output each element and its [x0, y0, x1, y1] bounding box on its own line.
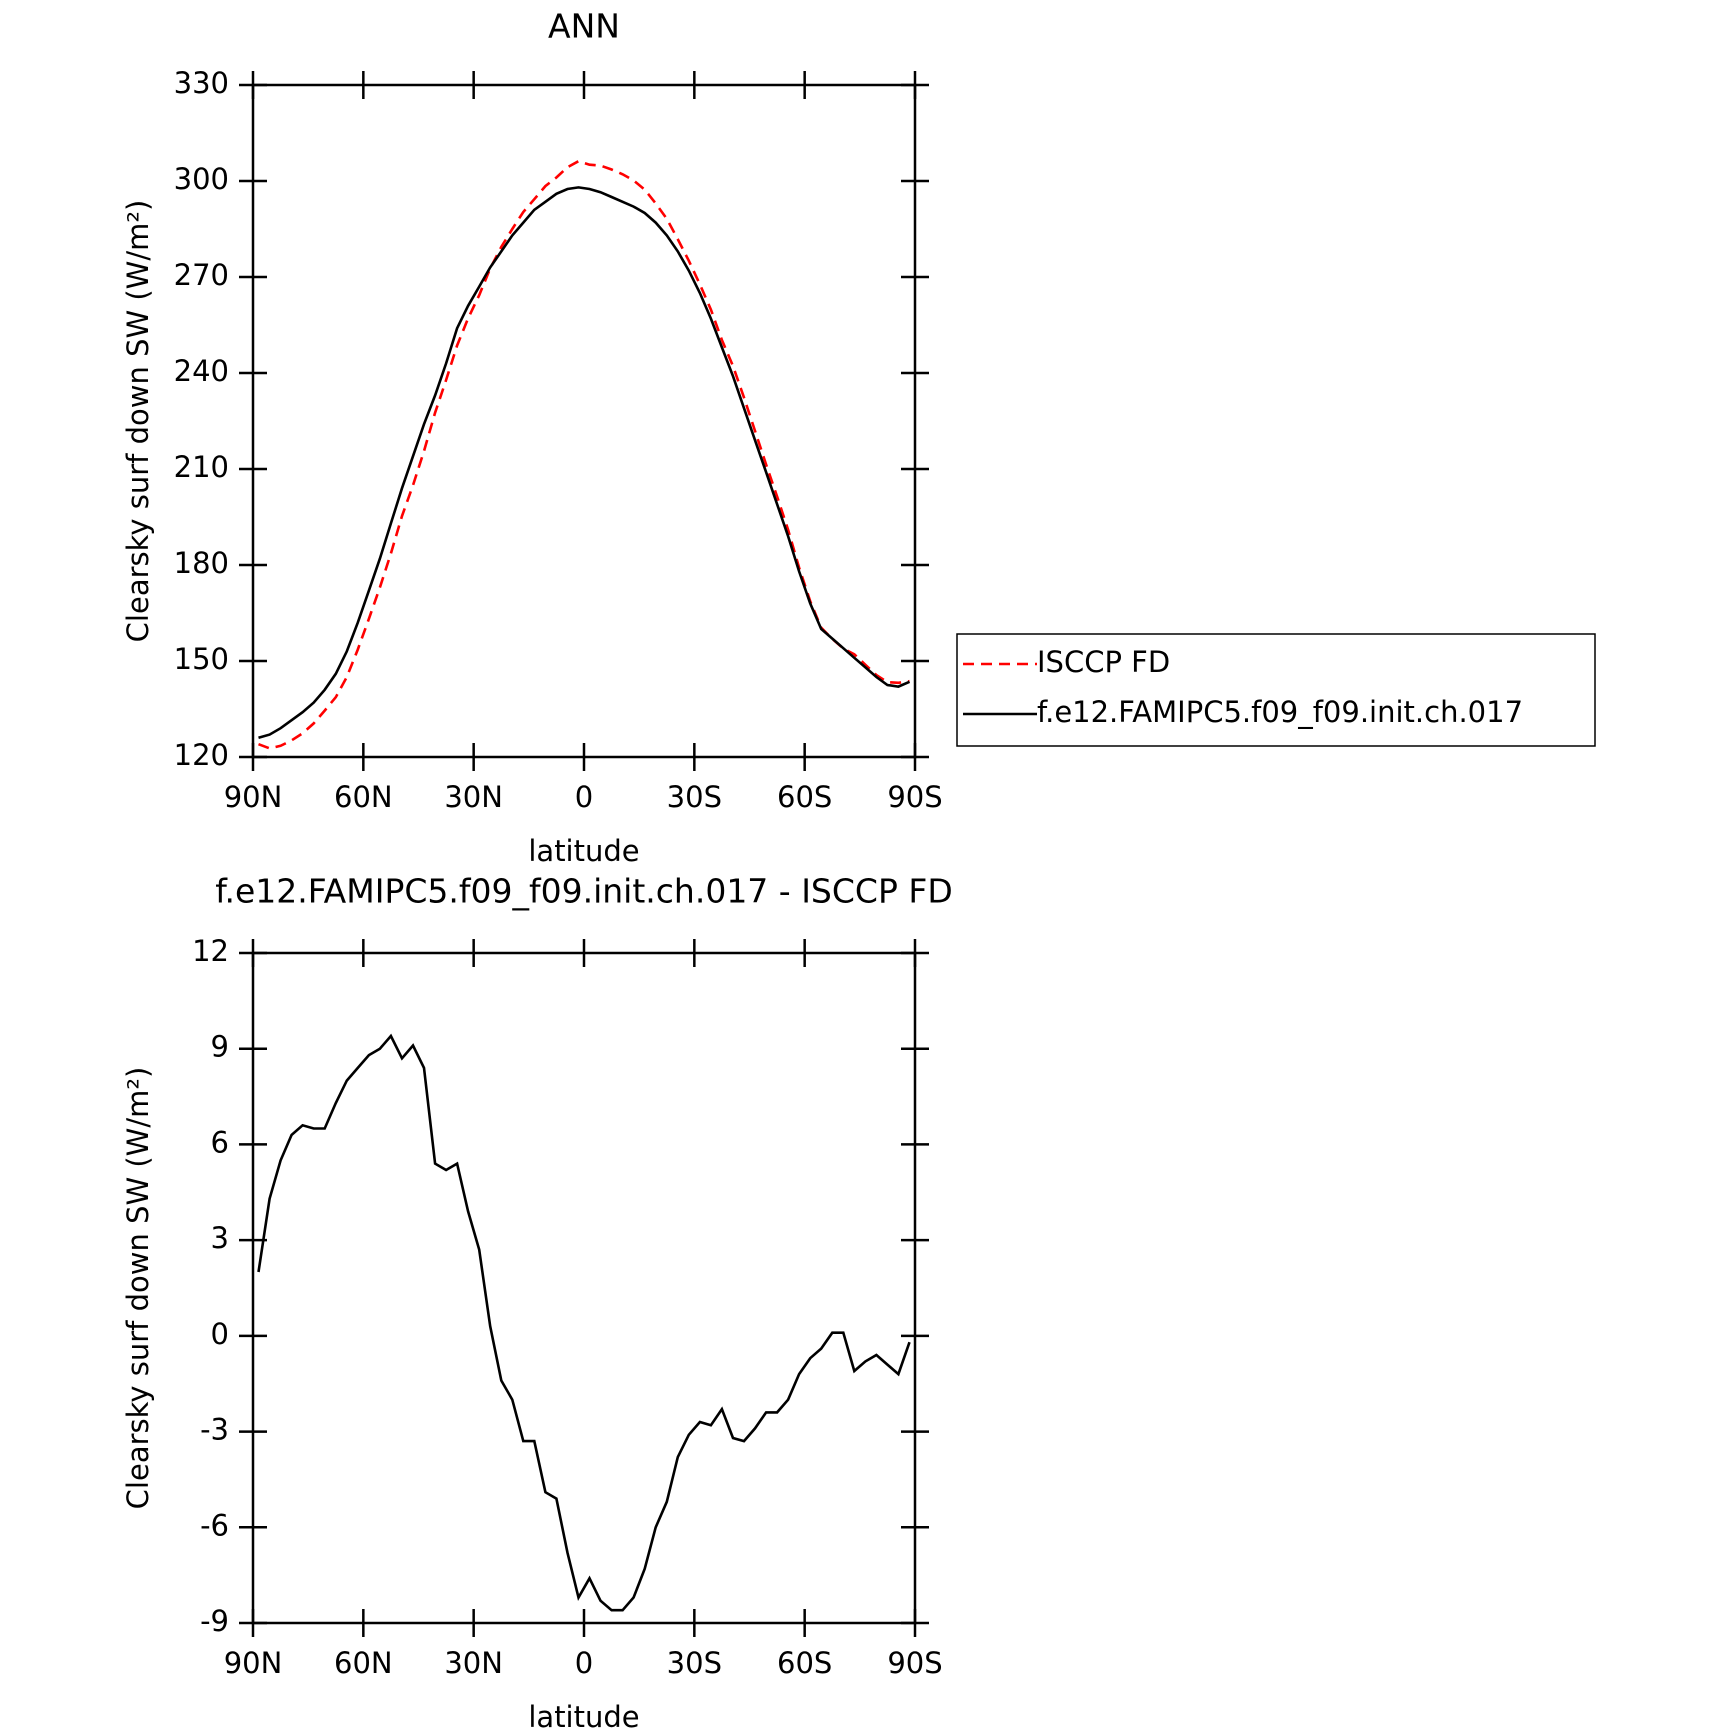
x-tick-label: 30N [444, 780, 503, 814]
y-axis-label: Clearsky surf down SW (W/m²) [121, 1067, 155, 1510]
y-tick-label: 9 [211, 1030, 229, 1064]
y-tick-label: 3 [211, 1221, 229, 1255]
x-tick-label: 90S [887, 1646, 942, 1680]
y-tick-label: -9 [200, 1604, 229, 1638]
x-tick-label: 30S [667, 780, 722, 814]
y-tick-label: 120 [174, 738, 229, 772]
y-tick-label: 12 [192, 934, 229, 968]
chart-title: f.e12.FAMIPC5.f09_f09.init.ch.017 - ISCC… [215, 872, 953, 911]
legend-box [956, 633, 1596, 747]
x-tick-label: 0 [575, 1646, 593, 1680]
legend-label: ISCCP FD [1037, 645, 1170, 679]
x-tick-label: 60N [334, 1646, 393, 1680]
data-line [258, 186, 911, 740]
data-line [258, 159, 910, 750]
x-tick-label: 30S [667, 1646, 722, 1680]
x-axis-label: latitude [528, 834, 639, 868]
y-tick-label: -3 [200, 1413, 229, 1447]
y-tick-label: 240 [174, 354, 229, 388]
plot-frame [251, 951, 917, 1625]
y-tick-label: 300 [174, 162, 229, 196]
x-tick-label: 60S [777, 780, 832, 814]
y-tick-label: 0 [211, 1317, 229, 1351]
chart-title: ANN [548, 7, 620, 46]
x-tick-label: 60N [334, 780, 393, 814]
legend-label: f.e12.FAMIPC5.f09_f09.init.ch.017 [1037, 695, 1523, 729]
x-tick-label: 90N [224, 780, 283, 814]
data-line [257, 1033, 911, 1612]
x-tick-label: 60S [777, 1646, 832, 1680]
x-tick-label: 90N [224, 1646, 283, 1680]
y-tick-label: 150 [174, 642, 229, 676]
y-tick-label: 6 [211, 1125, 229, 1159]
plot-frame [251, 83, 917, 759]
y-tick-label: -6 [200, 1508, 229, 1542]
x-tick-label: 30N [444, 1646, 503, 1680]
x-axis-label: latitude [528, 1700, 639, 1728]
y-tick-label: 330 [174, 66, 229, 100]
y-tick-label: 180 [174, 546, 229, 580]
x-tick-label: 90S [887, 780, 942, 814]
x-tick-label: 0 [575, 780, 593, 814]
y-axis-label: Clearsky surf down SW (W/m²) [121, 200, 155, 643]
y-tick-label: 210 [174, 450, 229, 484]
y-tick-label: 270 [174, 258, 229, 292]
